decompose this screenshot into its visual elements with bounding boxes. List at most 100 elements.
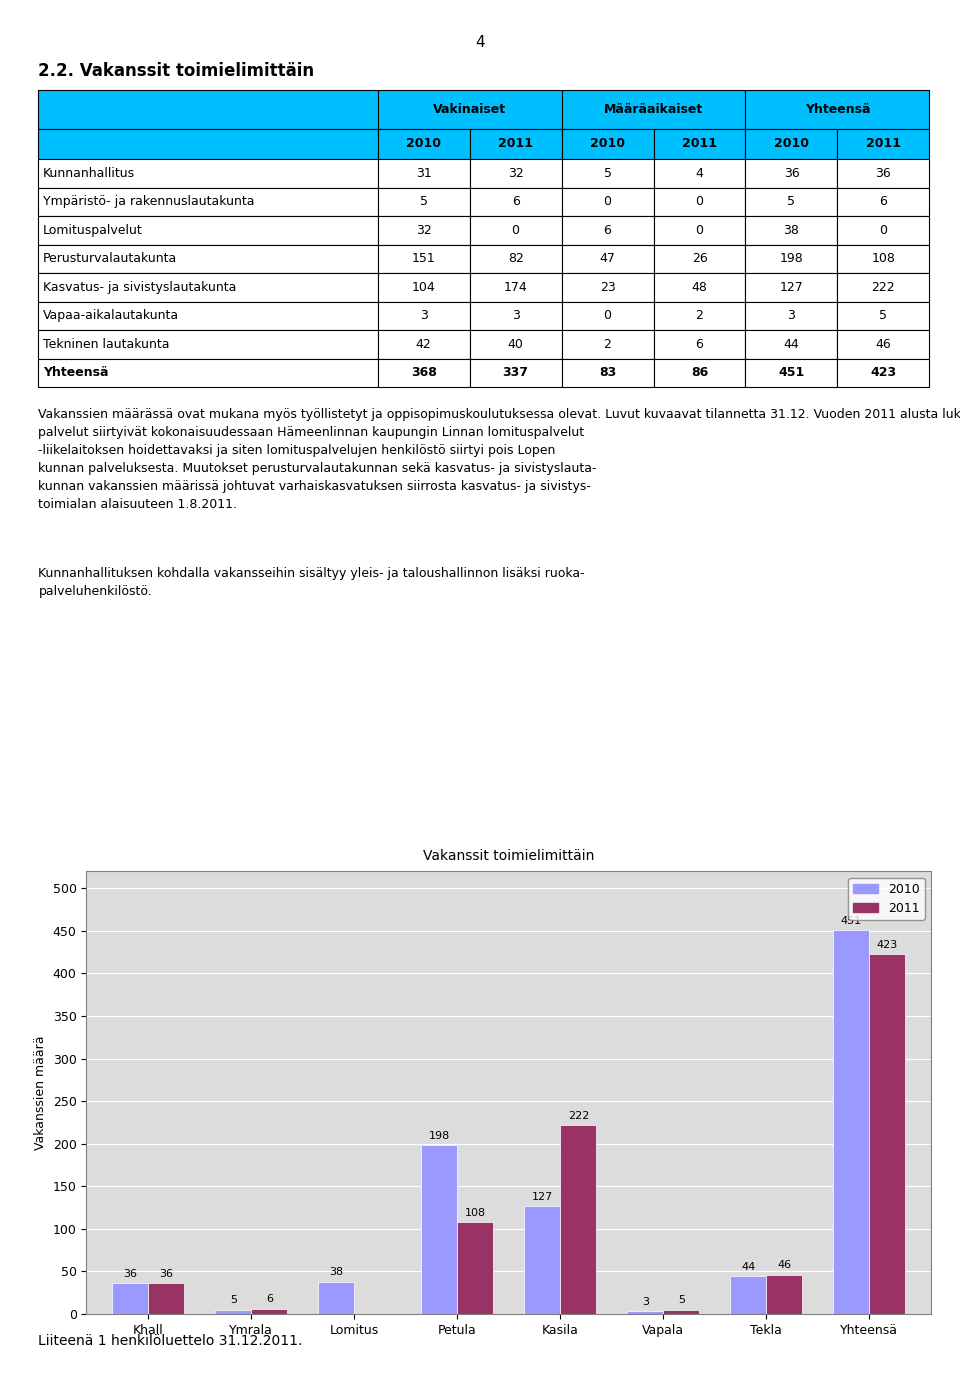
Text: 3: 3: [420, 310, 427, 322]
Text: 423: 423: [876, 939, 898, 950]
Text: 46: 46: [778, 1260, 791, 1271]
Bar: [837, 358, 929, 387]
Text: 127: 127: [532, 1192, 553, 1202]
Text: Vakinaiset: Vakinaiset: [433, 102, 506, 116]
Bar: [654, 216, 746, 245]
Bar: [38, 245, 377, 274]
Bar: [377, 90, 562, 129]
Text: 337: 337: [503, 366, 529, 379]
Bar: [38, 159, 377, 188]
Bar: [469, 301, 562, 331]
Bar: [38, 331, 377, 358]
Bar: [38, 301, 377, 331]
Text: 5: 5: [879, 310, 887, 322]
Text: 42: 42: [416, 337, 431, 351]
Text: Yhteensä: Yhteensä: [43, 366, 108, 379]
Bar: [469, 274, 562, 301]
Bar: [654, 188, 746, 216]
Text: 198: 198: [428, 1131, 450, 1141]
Text: 40: 40: [508, 337, 523, 351]
Bar: [837, 129, 929, 159]
Text: 5: 5: [787, 195, 796, 209]
Bar: [746, 245, 837, 274]
Bar: [746, 129, 837, 159]
Bar: [377, 216, 469, 245]
Text: 5: 5: [604, 167, 612, 180]
Bar: [377, 274, 469, 301]
Bar: [377, 159, 469, 188]
Bar: [469, 129, 562, 159]
Text: Perusturvalautakunta: Perusturvalautakunta: [43, 252, 178, 266]
Text: 38: 38: [783, 224, 800, 236]
Bar: [562, 274, 654, 301]
Text: 0: 0: [879, 224, 887, 236]
Bar: [746, 188, 837, 216]
Bar: [663, 1310, 700, 1314]
Bar: [38, 358, 377, 387]
Bar: [469, 331, 562, 358]
Bar: [562, 159, 654, 188]
Bar: [746, 274, 837, 301]
Text: 36: 36: [123, 1270, 137, 1279]
Text: 6: 6: [879, 195, 887, 209]
Text: 451: 451: [841, 916, 862, 925]
Text: 2.2. Vakanssit toimielimittäin: 2.2. Vakanssit toimielimittäin: [38, 62, 315, 80]
Bar: [654, 301, 746, 331]
Bar: [38, 274, 377, 301]
Text: Vakanssien määrässä ovat mukana myös työllistetyt ja oppisopimuskoulutuksessa ol: Vakanssien määrässä ovat mukana myös työ…: [38, 408, 960, 510]
Bar: [38, 129, 377, 159]
Text: Vapaa-aikalautakunta: Vapaa-aikalautakunta: [43, 310, 180, 322]
Text: 36: 36: [876, 167, 891, 180]
Text: 32: 32: [416, 224, 431, 236]
Bar: [561, 1124, 596, 1314]
Bar: [377, 301, 469, 331]
Bar: [766, 1275, 803, 1314]
Bar: [377, 331, 469, 358]
Text: Tekninen lautakunta: Tekninen lautakunta: [43, 337, 170, 351]
Bar: [562, 358, 654, 387]
Text: 5: 5: [420, 195, 427, 209]
Bar: [837, 331, 929, 358]
Bar: [746, 301, 837, 331]
Text: 2010: 2010: [406, 137, 442, 151]
Legend: 2010, 2011: 2010, 2011: [849, 878, 924, 920]
Bar: [746, 331, 837, 358]
Text: Kasvatus- ja sivistyslautakunta: Kasvatus- ja sivistyslautakunta: [43, 281, 236, 295]
Bar: [38, 216, 377, 245]
Text: 222: 222: [567, 1111, 589, 1120]
Bar: [469, 159, 562, 188]
Bar: [833, 929, 870, 1314]
Bar: [562, 129, 654, 159]
Text: 2011: 2011: [866, 137, 900, 151]
Text: Määräaikaiset: Määräaikaiset: [604, 102, 703, 116]
Bar: [252, 1308, 287, 1314]
Text: Yhteensä: Yhteensä: [804, 102, 870, 116]
Text: 222: 222: [872, 281, 896, 295]
Bar: [215, 1310, 252, 1314]
Bar: [627, 1311, 663, 1314]
Text: 4: 4: [475, 35, 485, 50]
Text: Liiteenä 1 henkilöluettelo 31.12.2011.: Liiteenä 1 henkilöluettelo 31.12.2011.: [38, 1335, 302, 1348]
Bar: [654, 331, 746, 358]
Text: 0: 0: [604, 195, 612, 209]
Bar: [562, 90, 746, 129]
Text: 48: 48: [691, 281, 708, 295]
Text: 6: 6: [512, 195, 519, 209]
Text: 44: 44: [783, 337, 800, 351]
Bar: [837, 274, 929, 301]
Bar: [731, 1277, 766, 1314]
Text: 3: 3: [642, 1297, 649, 1307]
Text: 32: 32: [508, 167, 523, 180]
Text: 451: 451: [779, 366, 804, 379]
Bar: [837, 216, 929, 245]
Y-axis label: Vakanssien määrä: Vakanssien määrä: [35, 1036, 47, 1149]
Text: 3: 3: [787, 310, 796, 322]
Text: 2010: 2010: [590, 137, 625, 151]
Bar: [837, 159, 929, 188]
Bar: [654, 274, 746, 301]
Text: 26: 26: [691, 252, 708, 266]
Bar: [377, 358, 469, 387]
Bar: [837, 245, 929, 274]
Bar: [148, 1283, 184, 1314]
Bar: [746, 358, 837, 387]
